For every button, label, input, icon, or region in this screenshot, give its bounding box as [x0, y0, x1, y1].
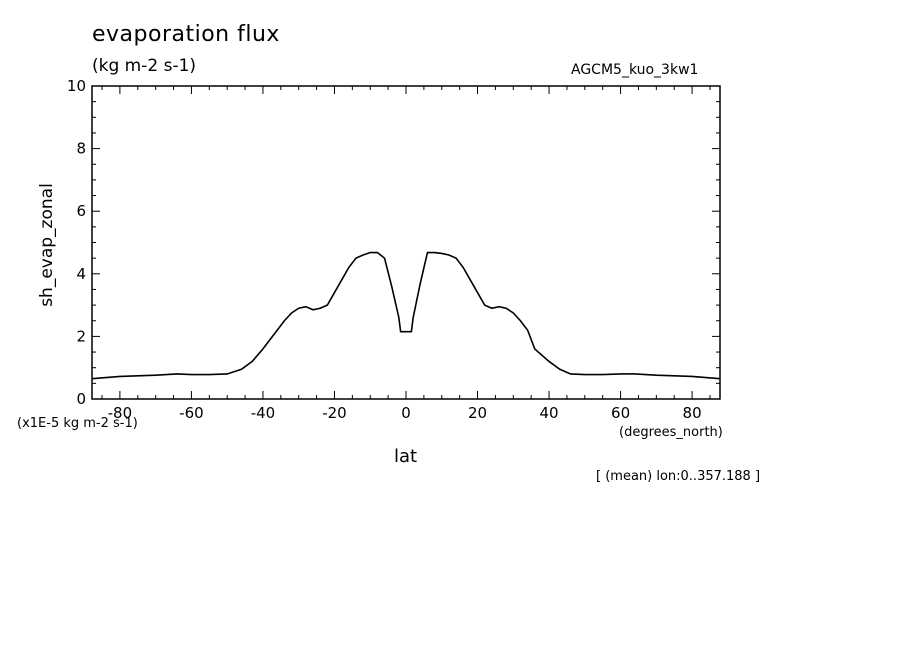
y-tick-label: 4	[76, 265, 86, 283]
x-tick-label: -40	[251, 404, 276, 422]
x-tick-label: -20	[322, 404, 347, 422]
mean-note: [ (mean) lon:0..357.188 ]	[596, 469, 761, 484]
x-tick-label: 60	[611, 404, 630, 422]
y-tick-label: 2	[76, 327, 86, 345]
y-tick-label: 6	[76, 202, 86, 220]
series-line	[91, 251, 721, 380]
tick-labels: -80 -60 -40 -20 0 20 40 60 80 0 2 4 6 8 10	[67, 77, 702, 422]
tick-marks	[92, 85, 720, 400]
chart-subtitle-units: (kg m-2 s-1)	[92, 56, 197, 76]
y-tick-label: 8	[76, 140, 86, 158]
x-tick-label: 20	[468, 404, 487, 422]
x-units-label: (degrees_north)	[619, 425, 723, 440]
x-axis-label: lat	[394, 446, 418, 467]
plot-frame	[91, 85, 721, 400]
x-tick-label: 0	[401, 404, 411, 422]
y-tick-label: 10	[67, 77, 86, 95]
x-tick-label: 80	[683, 404, 702, 422]
run-label: AGCM5_kuo_3kw1	[571, 62, 699, 78]
x-tick-label: 40	[540, 404, 559, 422]
x-tick-label: -80	[108, 404, 133, 422]
y-tick-label: 0	[76, 390, 86, 408]
y-scale-note: (x1E-5 kg m-2 s-1)	[17, 416, 138, 431]
chart-title: evaporation flux	[92, 22, 280, 47]
x-tick-label: -60	[179, 404, 204, 422]
